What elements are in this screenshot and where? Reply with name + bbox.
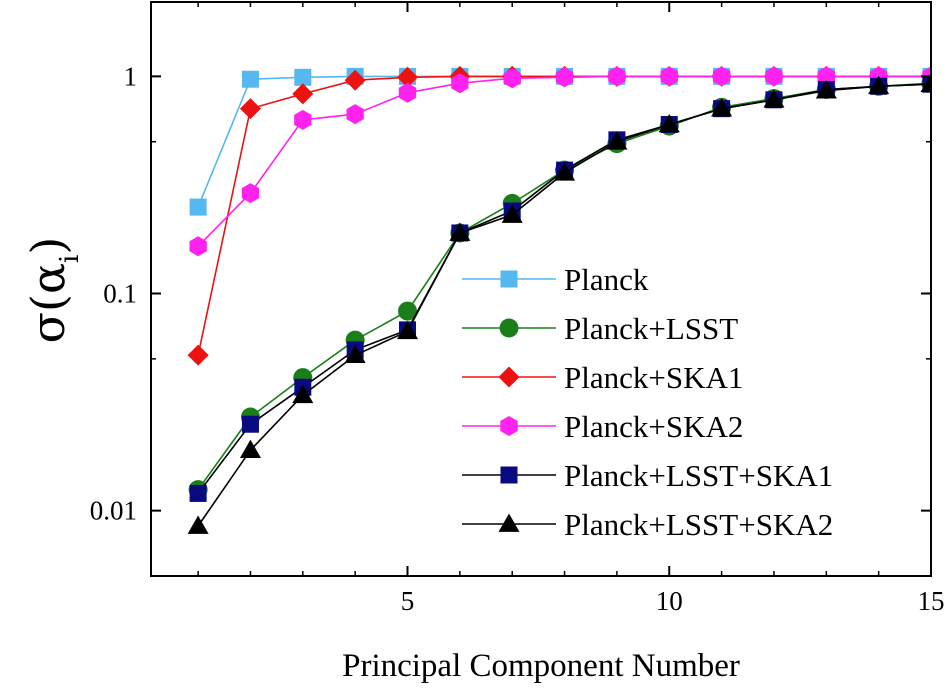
plot-content [187,65,931,534]
data-point-planck-ska1 [187,344,209,366]
data-point-planck-lsst-ska2 [868,75,890,95]
data-point-planck-ska2 [765,66,783,87]
data-point-planck-ska2 [555,67,574,88]
data-point-planck-ska2 [451,73,469,94]
data-point-planck [241,70,259,88]
legend-marker [498,513,520,532]
data-point-planck-ska1 [292,83,314,105]
data-point-planck-ska2 [712,66,731,87]
data-point-planck [189,198,207,216]
plot-frame [150,1,932,577]
data-point-planck-lsst-ska2 [187,515,209,534]
legend-item-planck-lsst: Planck+LSST [462,311,738,346]
data-point-planck-lsst [398,301,418,321]
data-point-planck-lsst-ska2 [501,204,523,223]
legend-marker [500,416,518,436]
legend-label: Planck+LSST+SKA1 [564,458,833,493]
data-point-planck-lsst-ska2 [449,222,471,241]
series-planck-lsst-ska2 [187,73,931,534]
data-point-planck-lsst-ska2 [344,344,366,364]
legend-label: Planck+LSST+SKA2 [564,507,833,542]
y-axis-label: σ(αi) [21,237,85,344]
data-point-planck-ska2 [660,66,678,87]
data-point-planck-ska2 [241,183,260,204]
data-point-planck-lsst-ska2 [554,162,576,181]
legend-item-planck: Planck [462,262,649,297]
data-point-planck-lsst-ska2 [292,384,314,404]
data-point-planck-ska2 [503,68,521,89]
data-point-planck-lsst-ska2 [658,114,680,133]
data-point-planck-ska1 [239,98,261,120]
legend-label: Planck+LSST [564,311,738,346]
y-tick-label: 0.1 [103,278,137,308]
legend-item-planck-ska2: Planck+SKA2 [462,409,743,444]
data-point-planck-lsst-ska2 [711,98,733,117]
x-tick-label: 15 [918,586,945,616]
x-axis-label: Principal Component Number [342,648,740,684]
data-point-planck-ska2 [346,104,364,125]
y-axis-label-main: σ(α [21,263,75,343]
data-point-planck-lsst-ska2 [606,131,628,150]
data-point-planck-lsst-ska1 [189,484,207,502]
data-point-planck-lsst-ska1 [241,415,259,433]
legend-marker [498,366,520,388]
data-point-planck-lsst-ska2 [815,80,837,99]
legend-marker [499,318,519,338]
legend-item-planck-lsst-ska2: Planck+LSST+SKA2 [462,507,833,542]
x-tick-label: 5 [401,586,415,616]
legend-marker [500,466,518,484]
y-tick-label: 1 [124,61,138,91]
legend-item-planck-lsst-ska1: Planck+LSST+SKA1 [462,458,833,493]
data-point-planck-ska1 [344,69,366,91]
y-axis-label-close: ) [21,237,75,255]
data-point-planck-lsst-ska2 [763,89,785,108]
data-point-planck [294,68,312,86]
legend: Planck Planck+LSST Planck+SKA1 Planck+SKA2 P… [462,262,833,542]
legend-item-planck-ska1: Planck+SKA1 [462,360,743,395]
data-point-planck-ska2 [608,66,626,87]
legend-marker [500,270,518,288]
x-tick-label: 10 [656,586,683,616]
data-point-planck-ska2 [189,236,207,257]
data-point-planck-lsst-ska2 [920,73,931,93]
data-point-planck-ska2 [294,109,312,130]
legend-label: Planck+SKA2 [564,409,743,444]
data-point-planck-ska2 [398,82,417,103]
legend-label: Planck+SKA1 [564,360,743,395]
svg-text:σ(αi): σ(αi) [21,237,85,344]
legend-label: Planck [564,262,649,297]
data-point-planck-lsst-ska2 [239,439,261,458]
y-tick-label: 0.01 [90,496,137,526]
axes: 5 10 15 0.01 0.1 1 [90,1,945,616]
y-axis-label-subscript: i [55,255,85,263]
data-point-planck-ska1 [397,66,419,88]
data-point-planck-lsst-ska2 [397,320,419,340]
